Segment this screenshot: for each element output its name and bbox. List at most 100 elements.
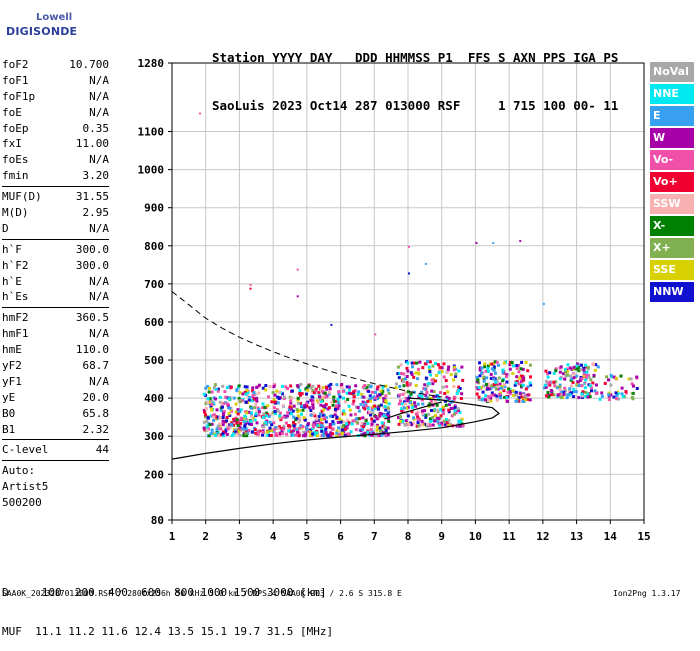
echo-point bbox=[544, 379, 548, 383]
param-row: fmin 3.20 bbox=[2, 168, 109, 184]
param-value: N/A bbox=[89, 105, 109, 119]
param-value: 2.95 bbox=[82, 206, 110, 220]
echo-point bbox=[319, 399, 323, 403]
echo-point bbox=[549, 389, 553, 393]
echo-point bbox=[570, 377, 574, 381]
echo-point bbox=[241, 427, 245, 431]
echo-point bbox=[453, 409, 457, 413]
echo-point bbox=[501, 379, 505, 383]
param-separator bbox=[2, 439, 109, 441]
param-name: foEp bbox=[2, 121, 29, 135]
echo-point bbox=[335, 433, 339, 437]
echo-point bbox=[297, 420, 301, 424]
echo-point bbox=[572, 376, 576, 380]
echo-point bbox=[224, 395, 228, 399]
echo-point bbox=[245, 417, 249, 421]
param-value: 360.5 bbox=[75, 311, 109, 325]
echo-point bbox=[514, 393, 518, 397]
echo-point bbox=[206, 384, 210, 388]
echo-point bbox=[255, 385, 259, 389]
echo-point bbox=[292, 429, 296, 433]
echo-point bbox=[566, 363, 570, 367]
x-tick-label: 1 bbox=[169, 530, 176, 543]
param-name: yF1 bbox=[2, 374, 22, 388]
echo-point bbox=[453, 403, 457, 407]
echo-point bbox=[268, 413, 272, 417]
x-tick-label: 5 bbox=[304, 530, 311, 543]
echo-point bbox=[588, 384, 592, 388]
echo-point bbox=[370, 390, 374, 394]
echo-point bbox=[607, 391, 611, 395]
echo-point bbox=[594, 383, 598, 387]
echo-point bbox=[312, 391, 316, 395]
echo-point bbox=[445, 371, 449, 375]
echo-point bbox=[452, 384, 456, 388]
param-name: hmF2 bbox=[2, 311, 29, 325]
echo-point bbox=[354, 417, 358, 421]
echo-point bbox=[261, 402, 265, 406]
echo-point bbox=[405, 366, 409, 370]
echo-point bbox=[294, 433, 298, 437]
echo-point bbox=[347, 404, 351, 408]
echo-point bbox=[247, 429, 251, 433]
echo-point bbox=[253, 428, 257, 432]
echo-point bbox=[343, 400, 347, 404]
y-tick-label: 400 bbox=[144, 392, 164, 405]
echo-point bbox=[449, 400, 453, 404]
echo-point bbox=[402, 400, 406, 404]
echo-point bbox=[370, 430, 374, 434]
x-tick-label: 11 bbox=[503, 530, 517, 543]
echo-point bbox=[320, 397, 324, 401]
echo-point bbox=[229, 385, 233, 389]
echo-point bbox=[274, 432, 278, 436]
y-tick-label: 200 bbox=[144, 468, 164, 481]
echo-point bbox=[427, 382, 431, 386]
y-tick-label: 800 bbox=[144, 240, 164, 253]
scaled-parameters-panel: foF2 10.700 foF1 N/A foF1p N/A foE N/A foEp 0.35 f… bbox=[2, 57, 109, 511]
echo-point bbox=[352, 399, 356, 403]
x-tick-label: 4 bbox=[270, 530, 277, 543]
echo-point bbox=[296, 396, 300, 400]
echo-point bbox=[281, 404, 285, 408]
echo-point bbox=[304, 387, 308, 391]
echo-point bbox=[211, 401, 215, 405]
echo-point bbox=[509, 390, 513, 394]
legend-item-w: W bbox=[650, 128, 694, 148]
echo-point bbox=[264, 421, 268, 425]
echo-point bbox=[452, 398, 456, 402]
echo-point bbox=[548, 383, 552, 387]
echo-point bbox=[281, 428, 285, 432]
echo-point bbox=[502, 361, 506, 365]
echo-point bbox=[212, 418, 216, 422]
echo-point bbox=[237, 410, 241, 414]
echo-point bbox=[237, 396, 241, 400]
legend-item-ssw: SSW bbox=[650, 194, 694, 214]
echo-point bbox=[373, 434, 377, 438]
echo-point bbox=[577, 369, 581, 373]
echo-point bbox=[364, 404, 368, 408]
echo-point bbox=[401, 378, 405, 382]
echo-point bbox=[243, 425, 247, 429]
echo-point bbox=[366, 407, 370, 411]
echo-point bbox=[408, 245, 410, 248]
echo-point bbox=[497, 363, 501, 367]
echo-point bbox=[311, 384, 315, 388]
echo-point bbox=[409, 392, 413, 396]
echo-point bbox=[363, 407, 367, 411]
echo-point bbox=[246, 431, 250, 435]
echo-point bbox=[249, 283, 252, 286]
param-row: foEs N/A bbox=[2, 152, 109, 168]
echo-point bbox=[403, 423, 407, 427]
echo-point bbox=[428, 370, 432, 374]
echo-point bbox=[209, 405, 213, 409]
echo-point bbox=[278, 434, 282, 438]
echo-point bbox=[408, 272, 410, 275]
echo-point bbox=[354, 405, 358, 409]
echo-point bbox=[297, 409, 301, 413]
echo-point bbox=[436, 363, 440, 367]
echo-point bbox=[339, 429, 343, 433]
echo-point bbox=[218, 416, 222, 420]
echo-point bbox=[565, 396, 569, 400]
echo-point bbox=[308, 433, 312, 437]
echo-point bbox=[590, 386, 594, 390]
